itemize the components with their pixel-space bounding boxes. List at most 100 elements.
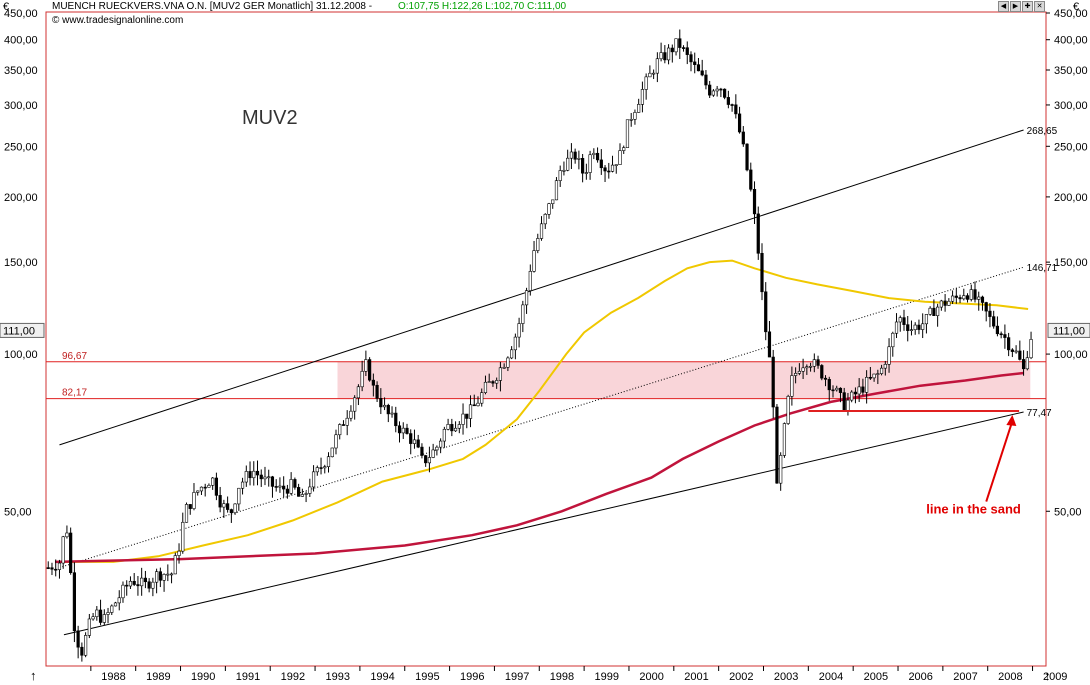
candle-body: [790, 375, 794, 397]
scroll-right-button[interactable]: ▶: [1010, 1, 1021, 12]
candle-body: [573, 151, 577, 160]
candle-body: [805, 366, 809, 369]
candle-body: [603, 167, 607, 172]
candle-body: [637, 104, 641, 113]
candle-body: [57, 562, 62, 570]
candle-body: [536, 238, 540, 251]
candle-body: [696, 64, 701, 72]
candle-body: [786, 396, 790, 424]
candle-body: [569, 151, 574, 159]
candle-body: [592, 152, 596, 156]
candle-body: [932, 307, 936, 316]
candle-body: [498, 367, 503, 381]
candle-body: [857, 386, 861, 395]
candle-body: [405, 427, 409, 434]
candle-body: [166, 573, 170, 576]
candle-body: [977, 296, 981, 300]
y-tick-right-5: 200,00: [1054, 192, 1088, 204]
candle-body: [84, 635, 88, 656]
candle-body: [510, 349, 514, 359]
candle-body: [539, 223, 544, 239]
candle-body: [106, 612, 110, 615]
candle-body: [891, 332, 895, 348]
x-tick-18: 2006: [908, 671, 932, 683]
candle-body: [861, 386, 865, 393]
candle-body: [1010, 349, 1014, 352]
candle-body: [842, 392, 846, 411]
candle-body: [282, 485, 286, 490]
x-tick-5: 1993: [325, 671, 349, 683]
candle-body: [453, 427, 458, 432]
y-tick-left-1: 400,00: [4, 35, 38, 47]
candle-body: [726, 97, 730, 105]
candle-body: [752, 189, 757, 215]
candle-body: [551, 199, 555, 204]
candle-body: [117, 597, 121, 604]
candle-body: [214, 477, 219, 496]
candle-body: [431, 449, 435, 458]
candle-body: [950, 295, 955, 302]
candle-body: [476, 402, 480, 407]
last-price-right: 111,00: [1053, 325, 1085, 337]
trend-line-0: [59, 129, 1024, 446]
candle-body: [868, 376, 872, 379]
moving-average-yellow: [55, 259, 1029, 563]
candle-body: [939, 300, 943, 308]
candle-body: [394, 412, 398, 427]
candle-body: [121, 584, 125, 599]
candle-body: [91, 616, 95, 620]
expand-button[interactable]: ✚: [1022, 1, 1033, 12]
candle-body: [300, 494, 304, 497]
candle-body: [629, 119, 633, 121]
x-tick-12: 2000: [639, 671, 663, 683]
candle-body: [416, 439, 420, 448]
candle-body: [211, 477, 215, 486]
candle-body: [554, 180, 559, 201]
currency-left: €: [3, 1, 10, 13]
candle-body: [558, 170, 562, 181]
scroll-left-button[interactable]: ◀: [998, 1, 1009, 12]
arrow-up-right-icon: ↑: [1044, 668, 1051, 683]
candle-body: [379, 398, 383, 408]
candle-body: [267, 476, 271, 479]
candle-body: [704, 74, 708, 86]
candle-body: [229, 509, 233, 514]
support-band: [337, 361, 1031, 399]
candle-body: [655, 58, 659, 74]
candle-body: [308, 486, 312, 494]
x-tick-20: 2008: [998, 671, 1022, 683]
candle-body: [767, 331, 772, 358]
annotation-arrowhead: [1006, 415, 1017, 427]
candle-body: [547, 203, 551, 215]
candle-body: [906, 324, 910, 331]
candle-body: [924, 314, 929, 325]
candle-body: [240, 481, 245, 489]
candle-body: [947, 300, 951, 306]
candle-body: [412, 439, 417, 444]
last-price-right-box: [1047, 322, 1090, 338]
candle-body: [887, 346, 891, 365]
candle-body: [158, 571, 162, 581]
candle-body: [420, 446, 424, 456]
candle-body: [838, 387, 843, 393]
candle-body: [730, 104, 734, 106]
candle-body: [491, 381, 495, 384]
candle-body: [894, 321, 899, 334]
candle-body: [965, 295, 970, 300]
candle-body: [1021, 359, 1026, 370]
candle-body: [270, 476, 275, 487]
candle-body: [132, 580, 136, 585]
trend-label-2: 146,71: [1027, 263, 1058, 274]
x-tick-16: 2004: [819, 671, 843, 683]
candle-body: [188, 504, 192, 509]
candle-body: [439, 440, 443, 448]
close-button[interactable]: ✕: [1034, 1, 1045, 12]
candle-body: [371, 379, 375, 386]
x-tick-7: 1995: [415, 671, 439, 683]
candle-body: [741, 131, 745, 145]
trend-line-1: [63, 411, 1024, 636]
candle-body: [61, 536, 65, 564]
candle-body: [928, 307, 932, 315]
candle-body: [816, 359, 820, 366]
candle-body: [831, 389, 835, 392]
